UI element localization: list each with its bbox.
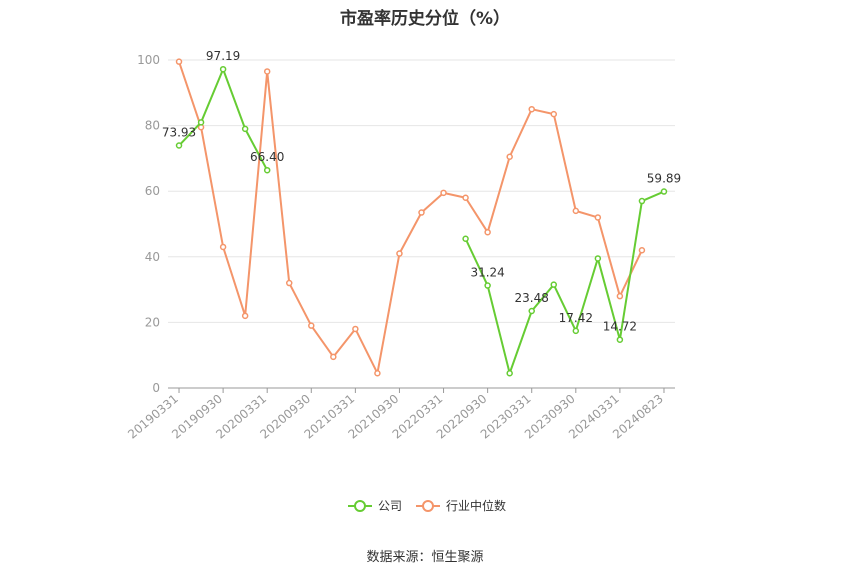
y-tick-label: 60 (145, 184, 160, 198)
chart-title: 市盈率历史分位（%） (339, 9, 511, 29)
data-point-industry-median (352, 325, 359, 333)
data-point-company (219, 65, 227, 73)
data-point-company (660, 188, 668, 195)
data-point-industry-median (396, 250, 403, 257)
data-label-company: 73.93 (162, 126, 196, 140)
data-point-industry-median (572, 207, 580, 215)
data-point-industry-median (418, 209, 425, 216)
legend-label-company: 公司 (378, 499, 402, 513)
data-point-industry-median (263, 68, 271, 75)
data-point-industry-median (594, 214, 602, 221)
data-point-industry-median (506, 153, 513, 161)
y-tick-label: 40 (145, 250, 160, 264)
data-point-industry-median (219, 243, 227, 251)
data-point-company (638, 197, 646, 205)
y-tick-label: 20 (145, 315, 160, 329)
y-tick-label: 0 (152, 381, 160, 395)
legend-label-industry-median: 行业中位数 (446, 498, 506, 513)
data-label-company: 97.19 (206, 49, 240, 63)
data-point-industry-median (616, 292, 624, 300)
y-tick-label: 100 (137, 53, 160, 67)
legend-marker-company (354, 500, 366, 512)
data-label-company: 23.48 (515, 291, 549, 305)
data-point-industry-median (528, 105, 535, 113)
data-point-industry-median (484, 228, 491, 236)
data-point-industry-median (374, 369, 381, 377)
y-tick-label: 80 (145, 119, 160, 133)
data-point-company (572, 327, 580, 335)
data-point-industry-median (638, 246, 646, 254)
data-point-company (462, 235, 469, 243)
data-label-company: 66.40 (250, 150, 284, 164)
data-point-industry-median (462, 194, 469, 202)
data-label-company: 31.24 (470, 266, 504, 280)
data-point-industry-median (550, 110, 558, 118)
data-label-company: 59.89 (647, 172, 681, 186)
data-point-company (616, 336, 624, 343)
data-source: 数据来源：恒生聚源 (366, 550, 484, 565)
data-point-company (484, 282, 491, 289)
data-point-company (594, 255, 602, 262)
data-point-company (528, 307, 535, 315)
data-point-company (175, 142, 183, 149)
legend-marker-industry-median (422, 500, 434, 512)
data-label-company: 17.42 (559, 311, 593, 325)
series-line-company (464, 190, 665, 375)
data-point-industry-median (330, 353, 337, 361)
series-line-industry-median (178, 61, 643, 375)
data-label-company: 14.72 (603, 320, 637, 334)
data-point-industry-median (175, 58, 183, 65)
data-point-company (263, 166, 271, 174)
data-point-industry-median (241, 312, 249, 320)
data-point-company (506, 369, 513, 377)
data-point-industry-median (308, 322, 315, 329)
data-point-industry-median (285, 279, 293, 287)
data-point-company (197, 119, 205, 126)
data-point-company (241, 125, 249, 133)
data-point-industry-median (440, 189, 447, 197)
data-point-company (550, 281, 558, 288)
